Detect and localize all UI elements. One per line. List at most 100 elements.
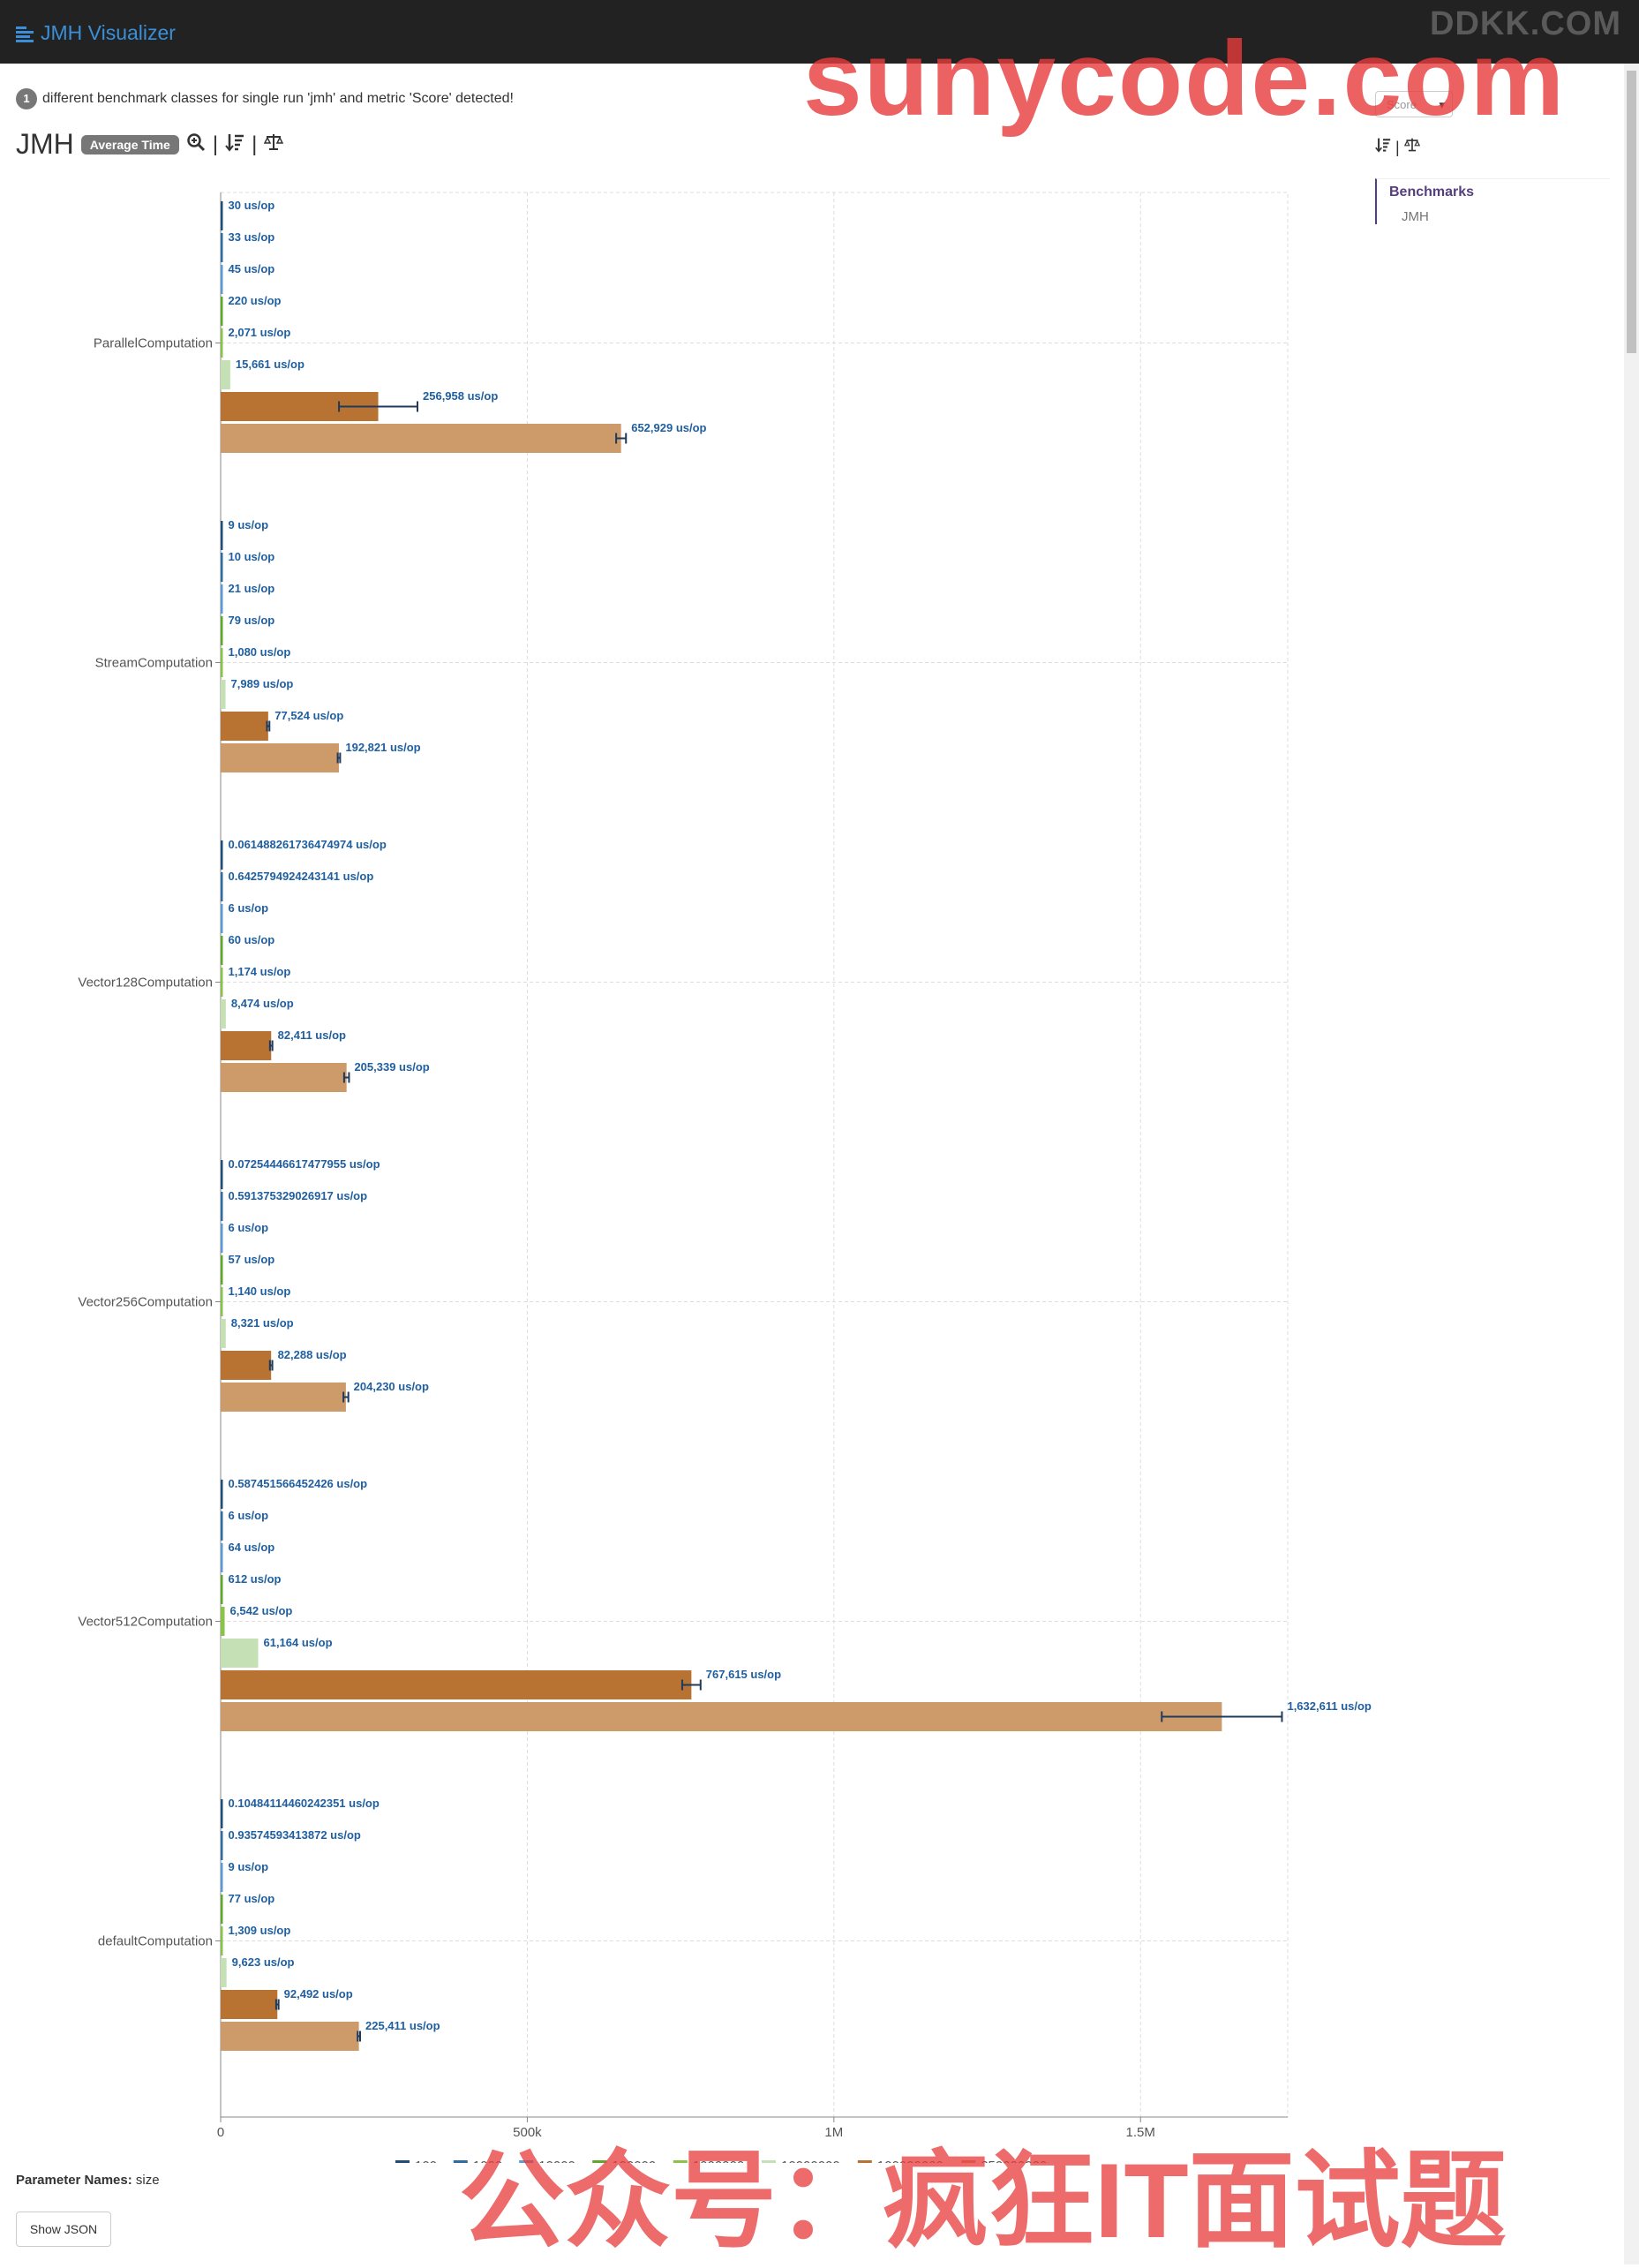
bar-value-label: 0.10484114460242351 us/op xyxy=(229,1797,380,1810)
count-badge: 1 xyxy=(16,88,37,109)
bar-chart-icon xyxy=(16,26,34,42)
data-bar xyxy=(221,1031,272,1060)
bar-value-label: 1,309 us/op xyxy=(229,1924,291,1937)
data-bar xyxy=(221,1863,223,1892)
data-bar xyxy=(221,904,223,933)
category-label: Vector512Computation xyxy=(78,1615,213,1630)
data-bar xyxy=(221,999,226,1029)
bar-value-label: 64 us/op xyxy=(229,1541,275,1554)
data-bar xyxy=(221,1192,223,1221)
bar-value-label: 9,623 us/op xyxy=(232,1955,295,1969)
category-label: ParallelComputation xyxy=(94,336,213,351)
zoom-icon[interactable] xyxy=(186,132,206,157)
sidebar-item-jmh[interactable]: JMH xyxy=(1402,209,1429,224)
app-title: JMH Visualizer xyxy=(41,21,176,44)
data-bar xyxy=(221,424,621,453)
page-title: JMH xyxy=(16,128,74,160)
data-bar xyxy=(221,840,223,870)
scrollbar-thumb[interactable] xyxy=(1627,71,1636,353)
bar-value-label: 8,321 us/op xyxy=(231,1316,294,1330)
category-label: defaultComputation xyxy=(98,1934,213,1949)
balance-scale-icon[interactable] xyxy=(264,132,284,157)
bar-value-label: 15,661 us/op xyxy=(236,358,304,371)
navbar: JMH Visualizer DDKK.COM xyxy=(0,0,1639,64)
data-bar xyxy=(221,1639,259,1668)
bar-value-label: 192,821 us/op xyxy=(345,741,420,754)
legend-swatch xyxy=(395,2160,410,2171)
bar-value-label: 45 us/op xyxy=(229,262,275,275)
data-bar xyxy=(221,297,223,326)
data-bar xyxy=(221,968,223,997)
app-brand-link[interactable]: JMH Visualizer xyxy=(16,21,176,45)
metric-select[interactable]: Score ▾ xyxy=(1375,91,1453,117)
data-bar xyxy=(221,616,223,645)
bar-value-label: 7,989 us/op xyxy=(231,677,294,690)
bar-value-label: 33 us/op xyxy=(229,230,275,244)
bar-value-label: 652,929 us/op xyxy=(631,421,706,434)
bar-value-label: 0.6425794924243141 us/op xyxy=(229,870,374,883)
bar-value-label: 6,542 us/op xyxy=(230,1604,293,1617)
bar-value-label: 220 us/op xyxy=(229,294,282,307)
data-bar xyxy=(221,1799,223,1828)
bar-value-label: 92,492 us/op xyxy=(284,1987,353,2001)
data-bar xyxy=(221,1255,223,1285)
data-bar xyxy=(221,1575,223,1604)
data-bar xyxy=(221,1702,1222,1731)
vertical-scrollbar[interactable] xyxy=(1624,64,1639,2264)
data-bar xyxy=(221,1287,223,1316)
title-bar: JMH Average Time | | xyxy=(16,128,284,161)
bar-value-label: 10 us/op xyxy=(229,550,275,563)
bar-value-label: 612 us/op xyxy=(229,1572,282,1586)
bar-value-label: 79 us/op xyxy=(229,614,275,627)
data-bar xyxy=(221,1926,223,1955)
data-bar xyxy=(221,265,223,294)
bar-value-label: 6 us/op xyxy=(229,1509,269,1522)
bar-value-label: 256,958 us/op xyxy=(423,389,498,403)
plot-frame xyxy=(220,192,1289,2118)
data-bar xyxy=(221,553,223,582)
bar-value-label: 0.587451566452426 us/op xyxy=(229,1477,368,1490)
bar-value-label: 6 us/op xyxy=(229,901,269,915)
data-bar xyxy=(221,872,223,901)
bar-value-label: 205,339 us/op xyxy=(354,1060,429,1074)
x-tick-label: 1.5M xyxy=(1126,2125,1155,2140)
show-json-button[interactable]: Show JSON xyxy=(16,2211,111,2247)
bar-value-label: 204,230 us/op xyxy=(354,1380,429,1393)
data-bar xyxy=(221,680,226,709)
data-bar xyxy=(221,1511,223,1541)
category-label: Vector256Computation xyxy=(78,1295,213,1310)
separator: | xyxy=(212,132,219,156)
bar-value-label: 225,411 us/op xyxy=(365,2019,440,2032)
category-label: StreamComputation xyxy=(95,656,213,671)
bar-value-label: 9 us/op xyxy=(229,1860,269,1873)
bar-value-label: 77,524 us/op xyxy=(274,709,343,722)
data-bar xyxy=(221,1607,225,1636)
bar-value-label: 61,164 us/op xyxy=(263,1636,332,1649)
separator: | xyxy=(252,132,258,156)
sidebar-heading[interactable]: Benchmarks xyxy=(1389,185,1475,200)
bar-value-label: 0.591375329026917 us/op xyxy=(229,1189,368,1202)
bar-value-label: 0.07254446617477955 us/op xyxy=(229,1157,380,1171)
bar-value-label: 6 us/op xyxy=(229,1221,269,1234)
bar-value-label: 1,632,611 us/op xyxy=(1287,1699,1371,1713)
benchmark-chart: 0 500k 1M 1.5M ParallelComputation 30 us/op 33… xyxy=(0,168,1377,2174)
sort-icon[interactable] xyxy=(225,132,244,157)
param-label: Parameter Names: xyxy=(16,2173,132,2188)
parameter-names: Parameter Names: size xyxy=(16,2173,160,2188)
data-bar xyxy=(221,936,223,965)
sort-icon[interactable] xyxy=(1375,138,1395,156)
data-bar xyxy=(221,1383,346,1412)
bar-value-label: 0.93574593413872 us/op xyxy=(229,1828,361,1842)
data-bar xyxy=(221,1063,347,1092)
balance-scale-icon[interactable] xyxy=(1403,138,1420,156)
data-bar xyxy=(221,1224,223,1253)
data-bar xyxy=(221,1351,272,1380)
bar-value-label: 77 us/op xyxy=(229,1892,275,1905)
bar-value-label: 8,474 us/op xyxy=(231,997,294,1010)
bar-value-label: 9 us/op xyxy=(229,518,269,531)
metric-select-value: Score xyxy=(1387,98,1417,111)
data-bar xyxy=(221,1670,692,1699)
bar-value-label: 0.061488261736474974 us/op xyxy=(229,838,387,851)
x-tick-label: 1M xyxy=(824,2125,843,2140)
chart-svg: 0 500k 1M 1.5M ParallelComputation 30 us/op 33… xyxy=(78,192,1372,2174)
